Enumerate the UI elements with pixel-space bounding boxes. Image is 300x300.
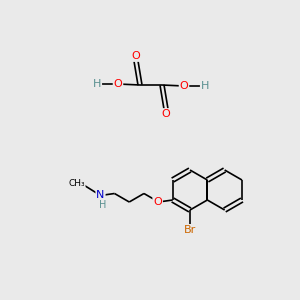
Text: O: O [180,81,188,91]
Text: H: H [93,79,101,89]
Text: CH₃: CH₃ [68,179,85,188]
Text: H: H [201,81,209,91]
Text: O: O [132,51,140,61]
Text: O: O [162,109,170,119]
Text: N: N [96,190,105,200]
Text: H: H [99,200,106,211]
Text: O: O [114,79,122,89]
Text: Br: Br [184,225,196,235]
Text: O: O [153,197,162,207]
